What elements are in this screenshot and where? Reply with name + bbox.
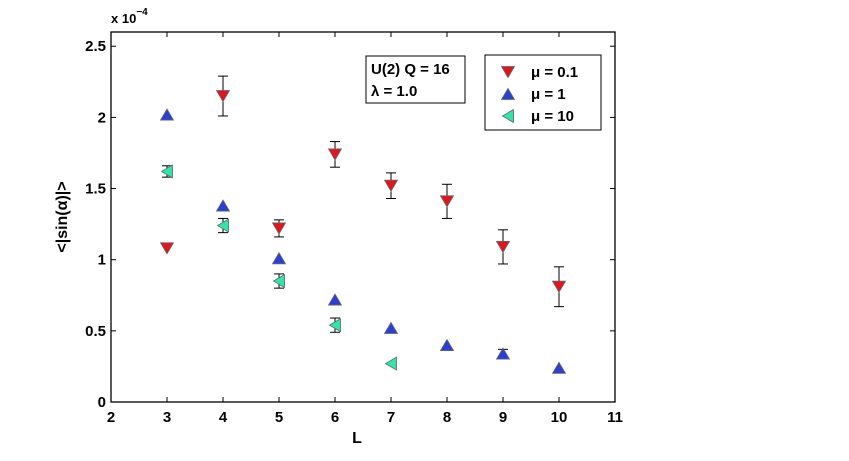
x-tick-label: 7	[387, 409, 395, 426]
x-tick-label: 3	[163, 409, 171, 426]
data-point-series-2	[495, 347, 511, 360]
data-point-series-1	[327, 148, 343, 161]
annotation-line-2: λ = 1.0	[371, 83, 417, 100]
legend-label-series-3: μ = 10	[531, 108, 574, 125]
data-point-series-3	[216, 218, 229, 233]
legend-marker-series-3	[501, 108, 514, 124]
data-point-series-2	[383, 321, 399, 334]
x-tick-label: 6	[331, 409, 339, 426]
annotation-box: U(2) Q = 16 λ = 1.0	[365, 55, 466, 104]
legend-markers	[500, 66, 516, 124]
y-multiplier-exponent: −4	[136, 7, 148, 18]
data-point-series-1	[271, 222, 287, 235]
data-point-series-2	[159, 108, 175, 121]
data-point-series-3	[384, 356, 397, 371]
x-tick-label: 9	[499, 409, 507, 426]
y-tick-label: 2.5	[85, 38, 106, 55]
axis-ticks: 2 3 4 5 6 7 8 9 10 11 0 0.5 1 1.5 2 2.5	[85, 32, 623, 426]
data-point-series-2	[439, 338, 455, 352]
legend-marker-series-1	[500, 66, 516, 79]
y-multiplier-base: x 10	[111, 11, 136, 26]
data-point-series-1	[551, 280, 567, 294]
legend: μ = 0.1 μ = 1 μ = 10	[484, 54, 602, 131]
data-point-series-1	[439, 195, 455, 208]
legend-label-series-2: μ = 1	[531, 86, 566, 103]
x-tick-label: 11	[607, 409, 623, 426]
data-point-series-3	[160, 164, 173, 179]
x-tick-label: 4	[219, 409, 228, 426]
y-axis-label: <|sin(α)|>	[54, 181, 71, 252]
x-tick-label: 10	[551, 409, 568, 426]
x-tick-label: 5	[275, 409, 283, 426]
x-axis-label: L	[352, 430, 362, 447]
x-tick-label: 8	[443, 409, 451, 426]
annotation-line-1: U(2) Q = 16	[371, 61, 450, 78]
data-point-series-3	[272, 273, 285, 289]
data-point-series-2	[271, 251, 287, 265]
data-point-series-1	[383, 179, 399, 193]
y-tick-label: 0	[98, 394, 106, 411]
data-point-series-1	[495, 240, 511, 254]
data-point-series-2	[327, 293, 343, 306]
legend-marker-series-2	[500, 87, 516, 100]
y-tick-label: 1.5	[85, 181, 106, 198]
data-marks	[159, 75, 567, 374]
y-tick-label: 1	[98, 252, 106, 269]
legend-label-series-1: μ = 0.1	[531, 64, 578, 81]
data-point-series-3	[328, 317, 341, 333]
y-multiplier: x 10−4	[111, 7, 148, 26]
x-tick-label: 2	[107, 409, 115, 426]
annotation-frame	[365, 55, 466, 104]
data-point-series-2	[551, 361, 567, 374]
data-point-series-2	[215, 199, 231, 212]
y-tick-label: 2	[98, 109, 106, 126]
y-tick-label: 0.5	[85, 323, 106, 340]
data-point-series-1	[159, 242, 175, 255]
data-point-series-1	[215, 90, 231, 103]
